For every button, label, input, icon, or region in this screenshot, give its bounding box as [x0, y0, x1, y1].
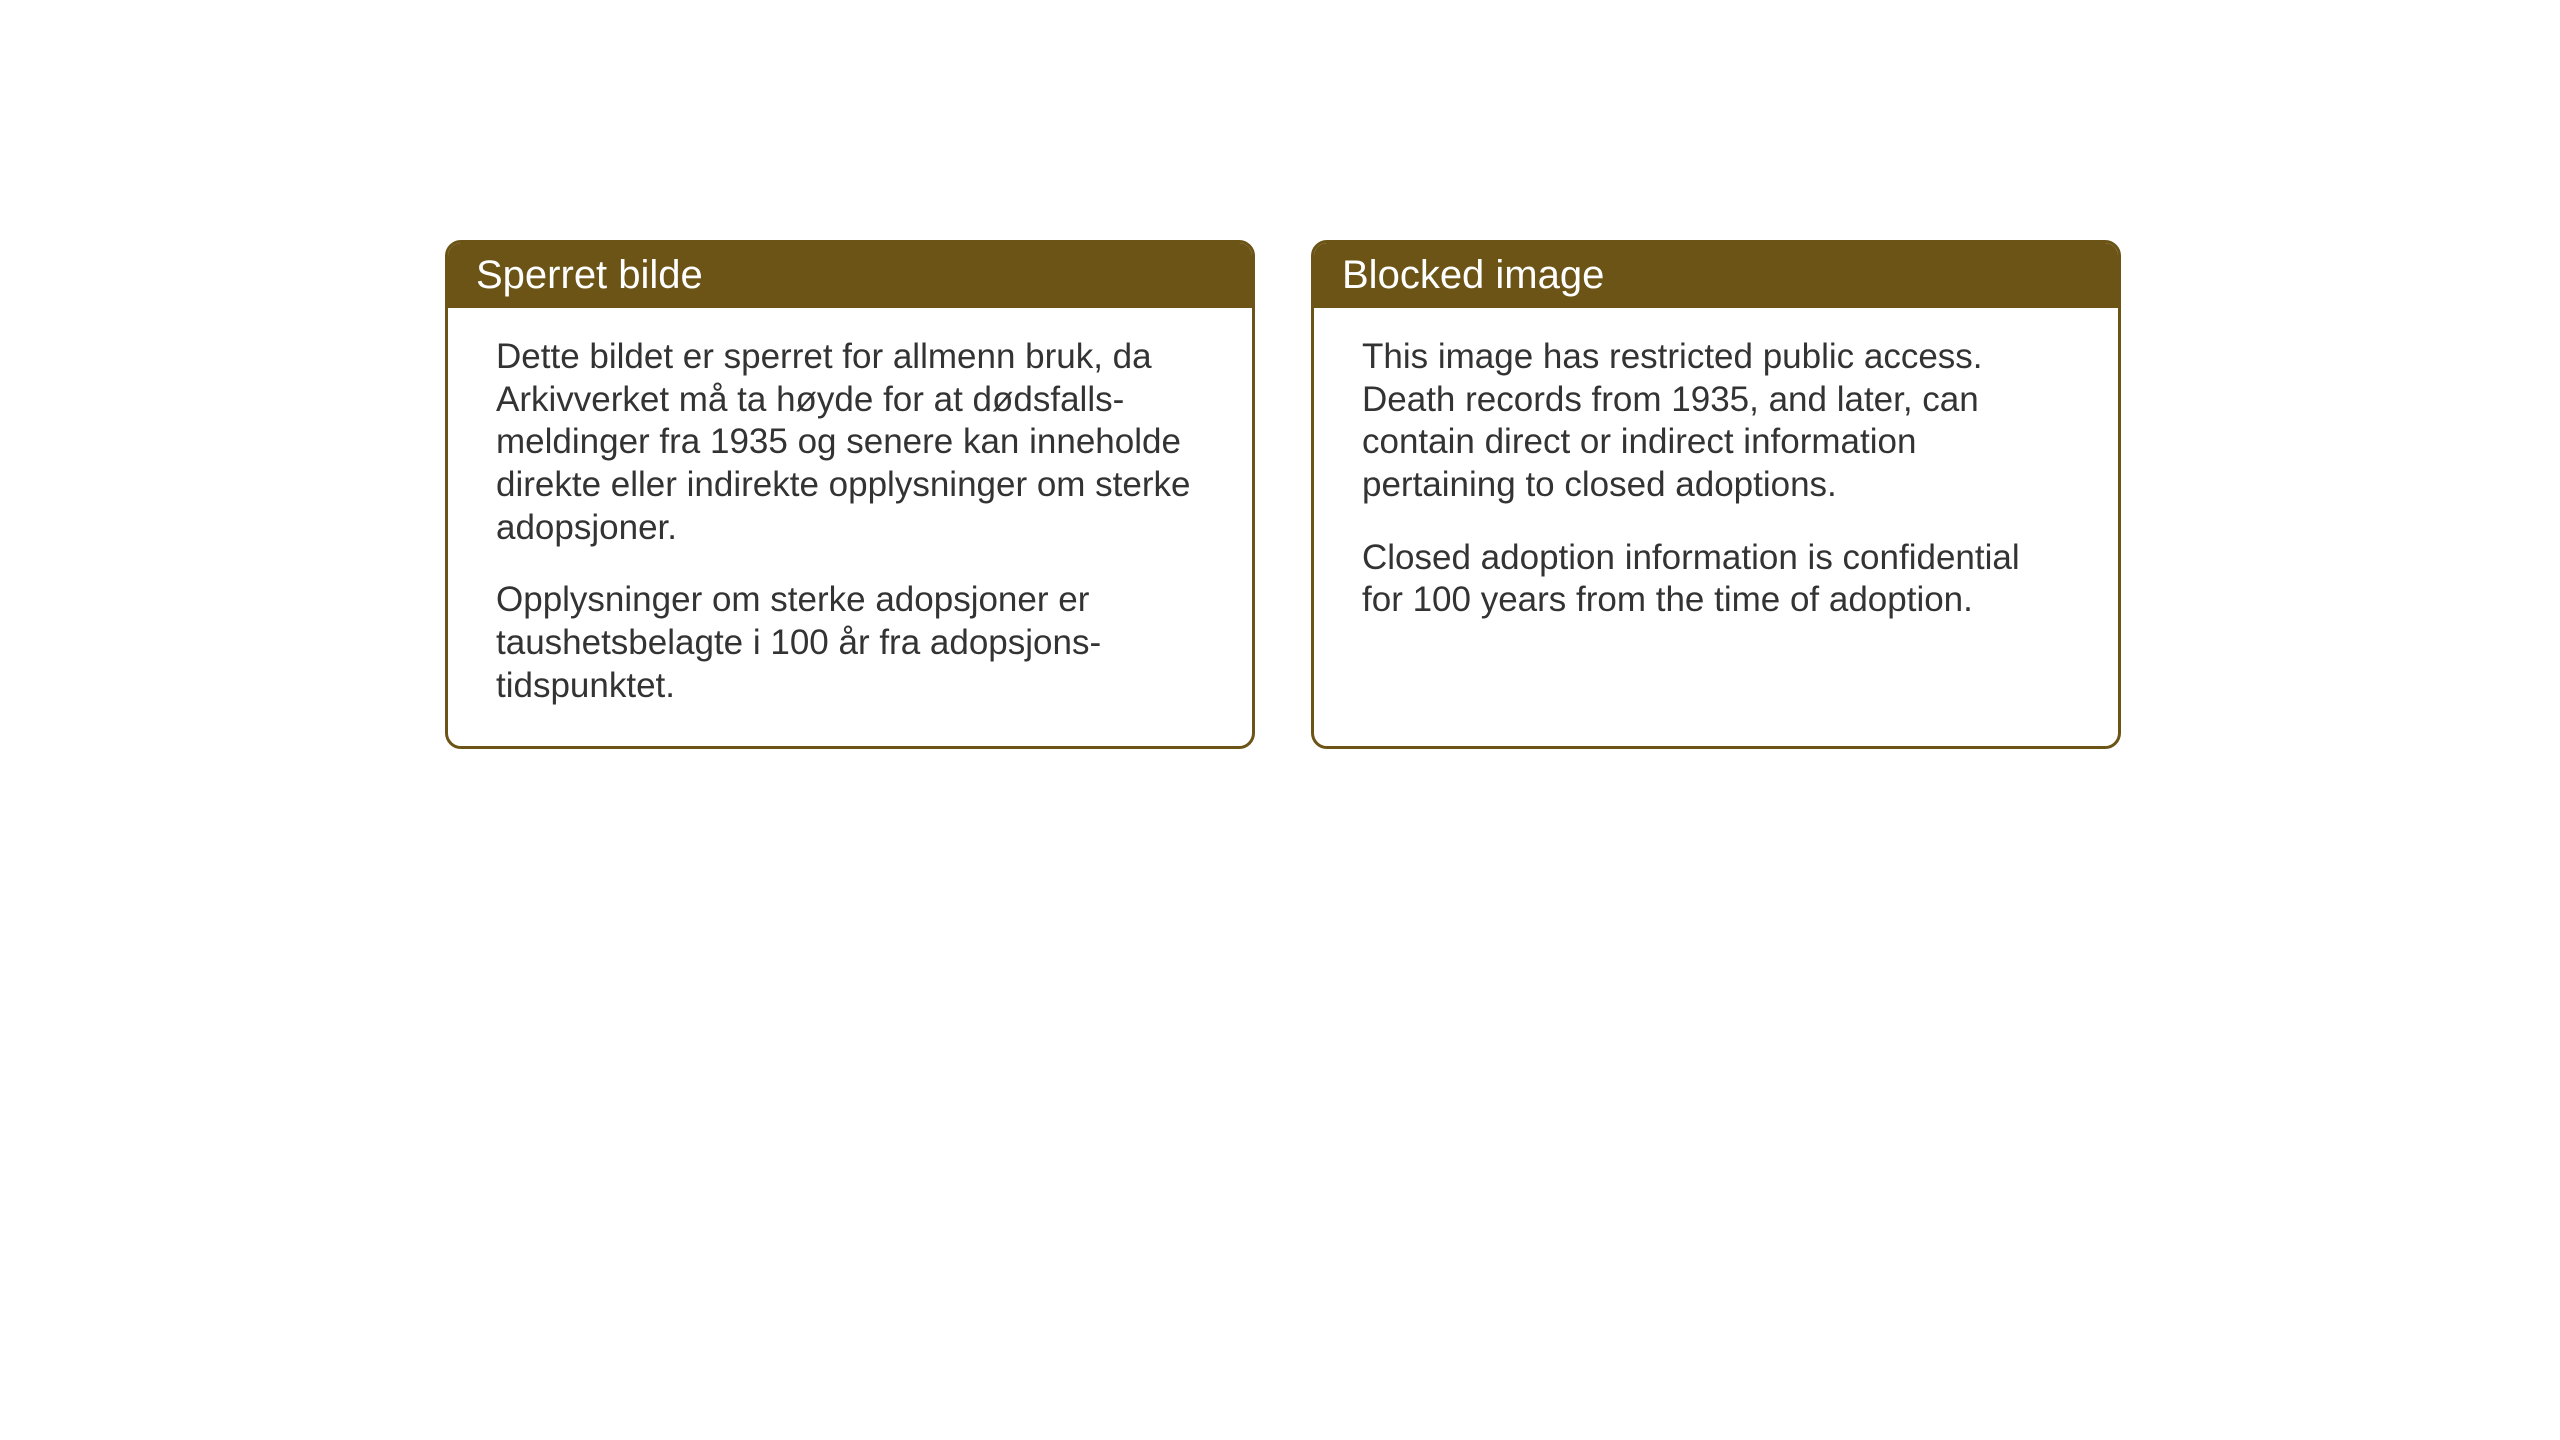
card-title: Blocked image [1342, 253, 1604, 297]
card-paragraph: Dette bildet er sperret for allmenn bruk… [496, 336, 1204, 549]
card-title: Sperret bilde [476, 253, 703, 297]
notice-card-english: Blocked image This image has restricted … [1311, 240, 2121, 749]
card-paragraph: Opplysninger om sterke adopsjoner er tau… [496, 579, 1204, 707]
card-body-english: This image has restricted public access.… [1314, 308, 2118, 660]
notice-cards-container: Sperret bilde Dette bildet er sperret fo… [445, 240, 2121, 749]
card-paragraph: This image has restricted public access.… [1362, 336, 2070, 507]
card-body-norwegian: Dette bildet er sperret for allmenn bruk… [448, 308, 1252, 746]
notice-card-norwegian: Sperret bilde Dette bildet er sperret fo… [445, 240, 1255, 749]
card-paragraph: Closed adoption information is confident… [1362, 537, 2070, 622]
card-header-english: Blocked image [1314, 243, 2118, 308]
card-header-norwegian: Sperret bilde [448, 243, 1252, 308]
